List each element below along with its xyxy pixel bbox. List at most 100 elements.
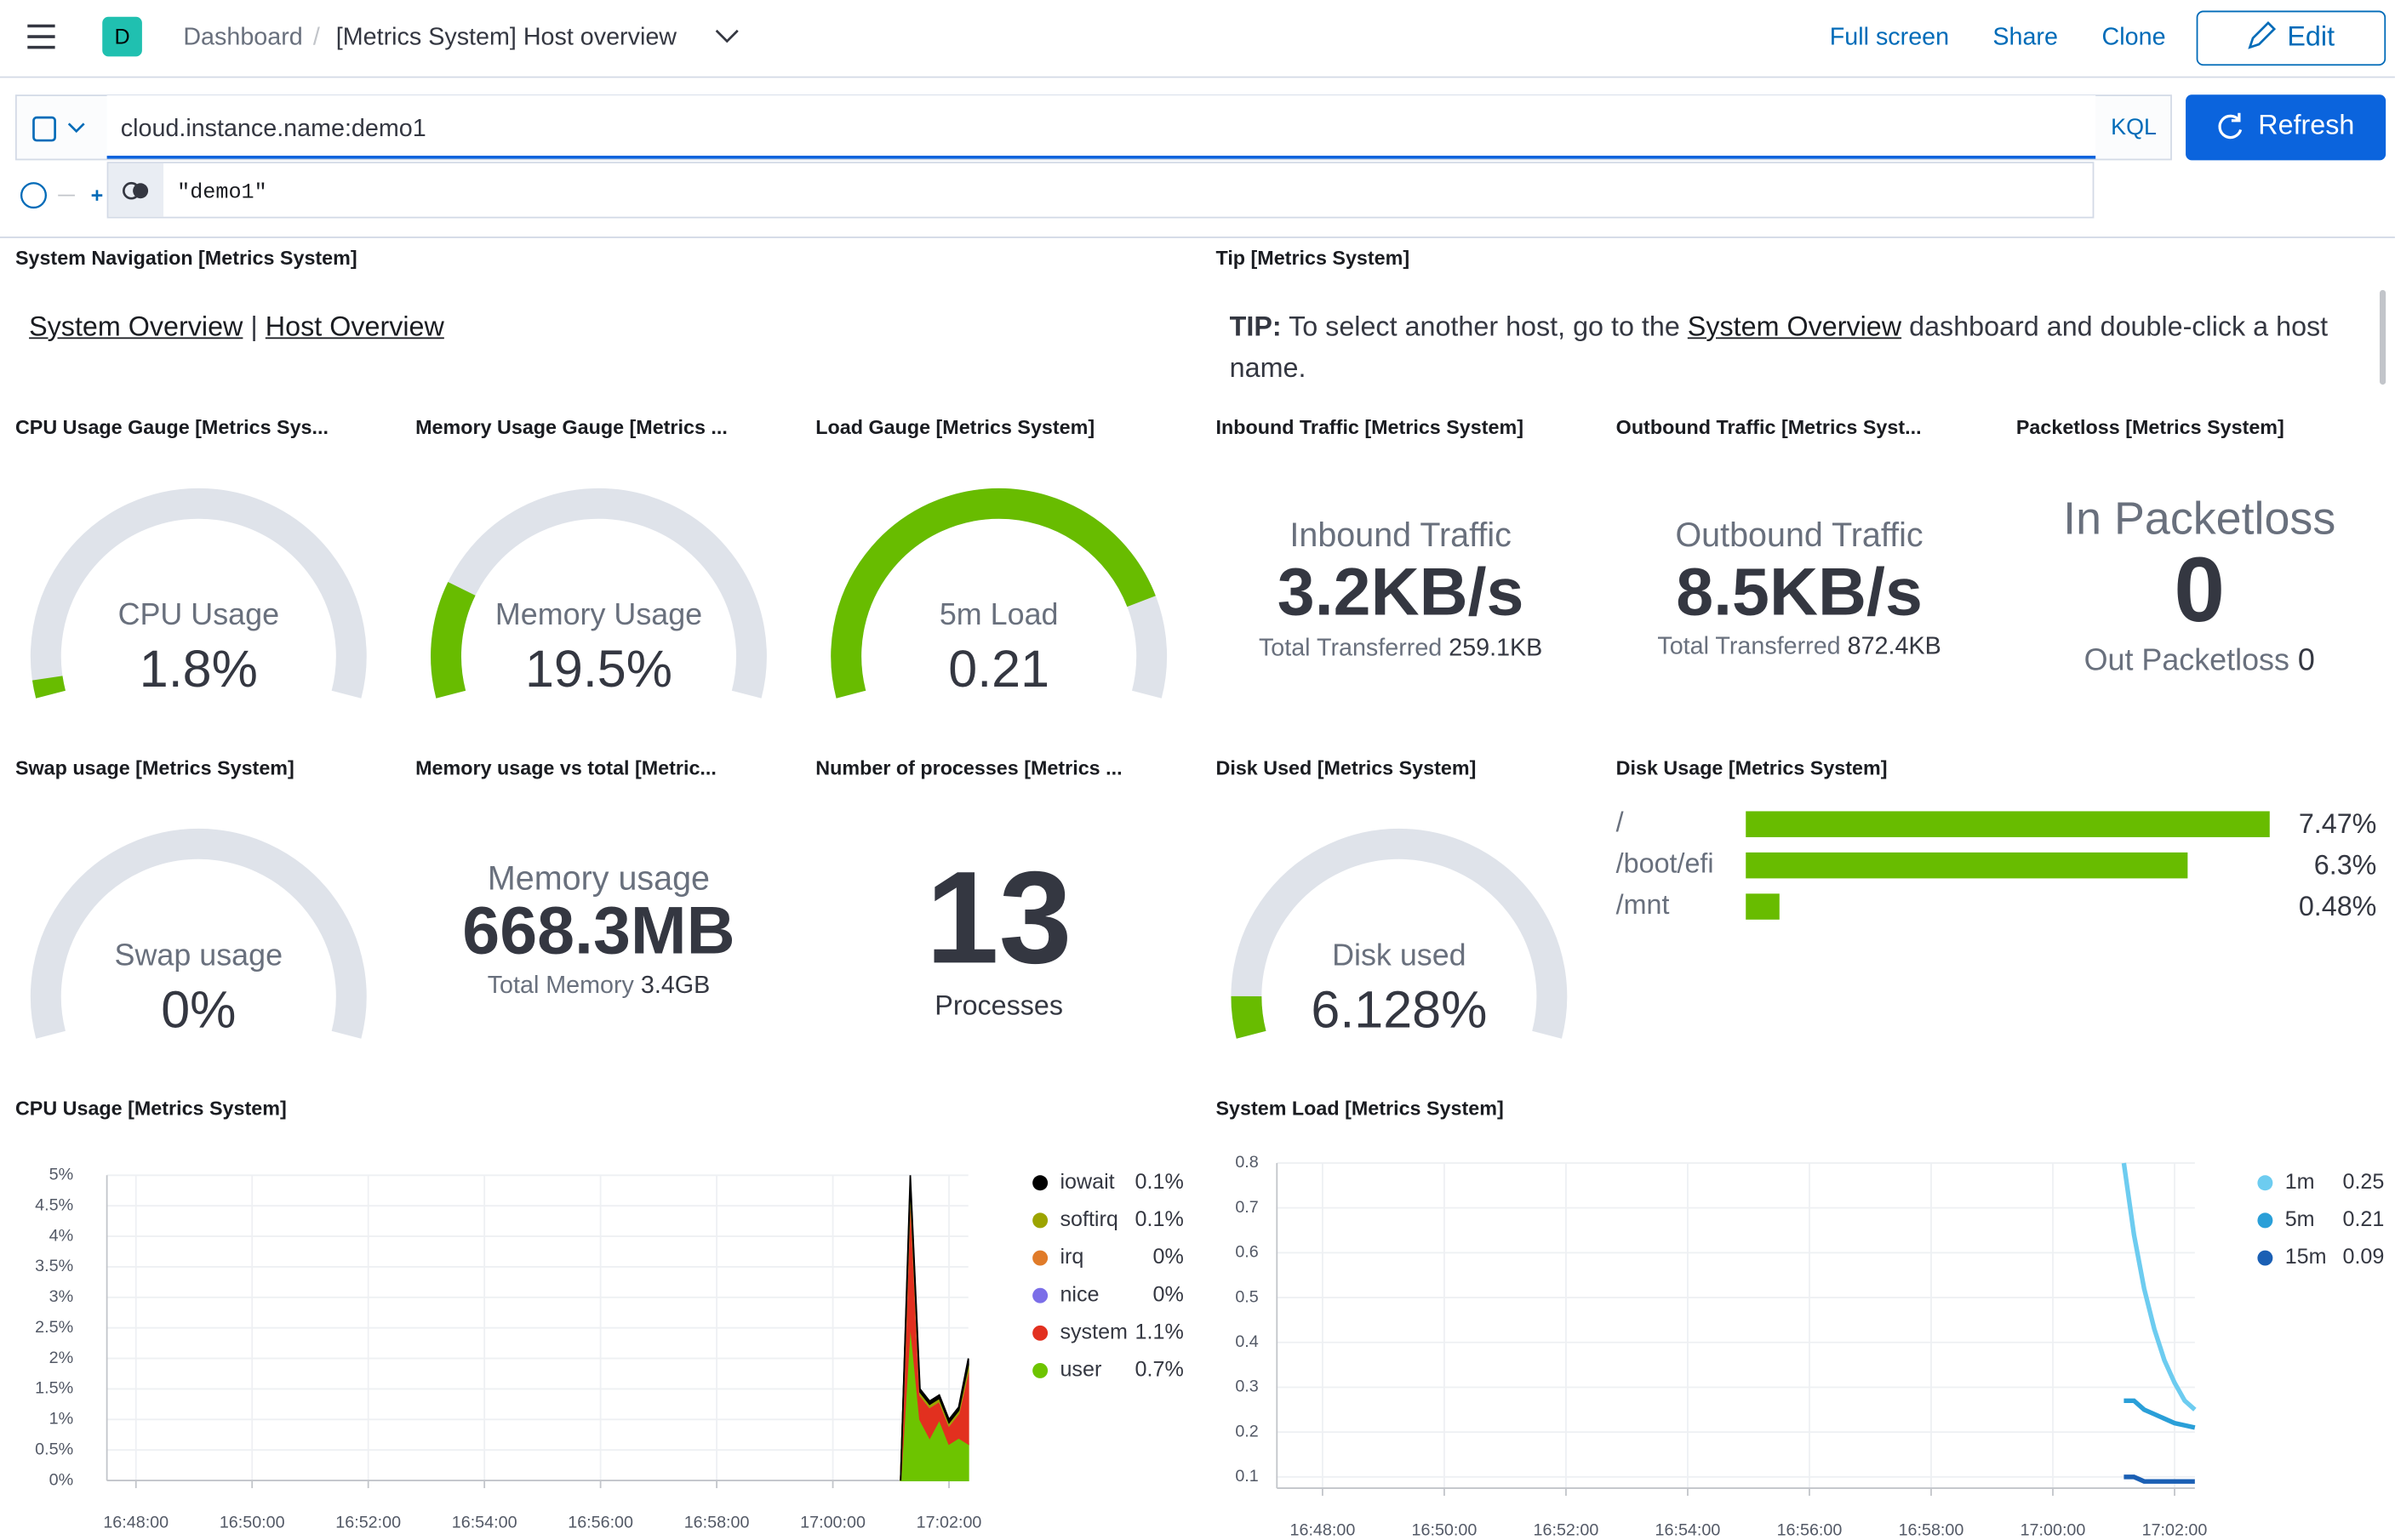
bar (1746, 852, 2188, 879)
bar (1746, 893, 1780, 920)
saved-query-icon[interactable] (32, 116, 56, 142)
metric-sub-label: Total Transferred (1657, 632, 1840, 659)
panel-title: System Navigation [Metrics System] (15, 247, 357, 269)
legend-swatch (1032, 1212, 1049, 1229)
language-switch[interactable]: KQL (2111, 114, 2157, 140)
metric-sub: Out Packetloss 0 (2084, 643, 2315, 677)
legend-value: 0.25 (2342, 1170, 2384, 1194)
legend-label: system (1060, 1320, 1128, 1343)
space-avatar[interactable] (102, 16, 142, 57)
legend-swatch (1032, 1325, 1049, 1341)
panel-title: Inbound Traffic [Metrics System] (1216, 416, 1523, 438)
link[interactable]: System Overview (29, 311, 243, 342)
navigation-links: System Overview | Host Overview (29, 307, 444, 348)
x-tick-label: 16:58:00 (684, 1514, 750, 1532)
x-tick-label: 16:48:00 (103, 1514, 169, 1532)
legend-value: 0.21 (2342, 1207, 2384, 1231)
y-tick-label: 0.4 (1235, 1332, 1258, 1351)
filter-menu[interactable] (20, 182, 48, 209)
refresh-button[interactable] (2186, 94, 2386, 161)
metric-value: 3.2KB/s (1278, 554, 1524, 629)
panel-title: Tip [Metrics System] (1216, 247, 1410, 269)
bar (1746, 811, 2270, 837)
metric-label: In Packetloss (2063, 493, 2335, 545)
x-tick-label: 16:48:00 (1290, 1521, 1356, 1540)
metric-sub-value: 872.4KB (1848, 632, 1941, 659)
legend-value: 1.1% (1135, 1320, 1184, 1343)
metric-label: Inbound Traffic (1289, 516, 1511, 554)
add-filter[interactable] (91, 190, 103, 201)
panel-title: Packetloss [Metrics System] (2016, 416, 2284, 438)
metric-label: Processes (935, 990, 1063, 1021)
menu-button[interactable] (27, 24, 55, 49)
y-tick-label: 1% (49, 1410, 74, 1429)
gauge: Disk used 6.128% (1231, 829, 1568, 1039)
metric-value: 668.3MB (462, 893, 735, 968)
bar-label: /boot/efi (1616, 848, 1714, 879)
legend-value: 0% (1153, 1245, 1184, 1269)
panel-title: Swap usage [Metrics System] (15, 756, 294, 779)
metric-sub-value: 259.1KB (1449, 634, 1542, 661)
breadcrumb[interactable]: Dashboard (183, 23, 302, 50)
gauge-track (1231, 829, 1568, 1039)
metric-value: 0 (2174, 539, 2225, 641)
x-tick-label: 16:54:00 (452, 1514, 517, 1532)
y-tick-label: 4.5% (35, 1195, 73, 1214)
gauge-track (30, 829, 367, 1039)
y-tick-label: 3% (49, 1287, 74, 1306)
legend-label: softirq (1060, 1207, 1117, 1231)
header-bar (0, 0, 2395, 77)
line (2123, 1474, 2195, 1484)
gauge-label: Memory Usage (495, 597, 702, 631)
area (900, 1175, 969, 1481)
gauge-value: 0.21 (948, 640, 1049, 698)
gauge-label: Swap usage (115, 938, 283, 972)
metric-sub-value: 0 (2298, 643, 2315, 677)
x-tick-label: 17:02:00 (917, 1514, 982, 1532)
panel-title: Disk Usage [Metrics System] (1616, 756, 1888, 779)
metric-sub: Total Transferred 872.4KB (1657, 632, 1941, 659)
metric-sub: Total Memory 3.4GB (488, 971, 711, 998)
suggestion-item[interactable]: "demo1" (177, 180, 267, 205)
legend-swatch (1032, 1362, 1049, 1378)
link[interactable]: Host Overview (265, 311, 444, 342)
scrollbar[interactable] (2379, 289, 2386, 385)
bar-value-label: 7.47% (2299, 808, 2377, 839)
link[interactable]: System Overview (1687, 311, 1902, 342)
tip-label: TIP: (1229, 311, 1282, 342)
gauge-value: 1.8% (140, 640, 258, 698)
x-tick-label: 16:50:00 (220, 1514, 285, 1532)
x-tick-label: 17:02:00 (2142, 1521, 2208, 1540)
y-tick-label: 4% (49, 1226, 74, 1245)
panel-title: Outbound Traffic [Metrics Syst... (1616, 416, 1922, 438)
charts: 0% 0.5% 1% 1.5% 2% 2.5% 3% 3.5% 4% 4.5% 5% 16:48:00… (35, 807, 2384, 1539)
suggestion-list (106, 162, 2095, 219)
tip-text: TIP: To select another host, go to the S… (1230, 307, 2352, 390)
clone-link[interactable]: Clone (2102, 23, 2166, 50)
legend-swatch (2257, 1250, 2273, 1266)
full-screen-link[interactable]: Full screen (1830, 23, 1949, 50)
avatar-letter: D (114, 25, 129, 48)
saved-query-chevron[interactable] (67, 123, 85, 134)
y-tick-label: 0.8 (1235, 1153, 1258, 1172)
gauge-track (30, 488, 367, 699)
x-tick-label: 17:00:00 (800, 1514, 866, 1532)
query-text[interactable]: cloud.instance.name:demo1 (121, 115, 426, 142)
x-tick-label: 16:52:00 (335, 1514, 401, 1532)
edit-button[interactable] (2196, 10, 2386, 66)
y-tick-label: 0.3 (1235, 1377, 1258, 1396)
share-link[interactable]: Share (1992, 23, 2058, 50)
panel-title: Memory usage vs total [Metric... (415, 756, 717, 779)
gauge-label: CPU Usage (118, 597, 279, 631)
gauge-value: 19.5% (525, 640, 672, 698)
legend-label: irq (1060, 1245, 1083, 1269)
dashboard-title: [Metrics System] Host overview (336, 23, 677, 50)
title-chevron[interactable] (715, 29, 739, 43)
metric-sub-label: Total Transferred (1259, 634, 1442, 661)
panel-title: Disk Used [Metrics System] (1216, 756, 1477, 779)
x-tick-label: 16:52:00 (1534, 1521, 1599, 1540)
query-input[interactable] (106, 95, 2096, 158)
gauge-label: 5m Load (940, 597, 1059, 631)
